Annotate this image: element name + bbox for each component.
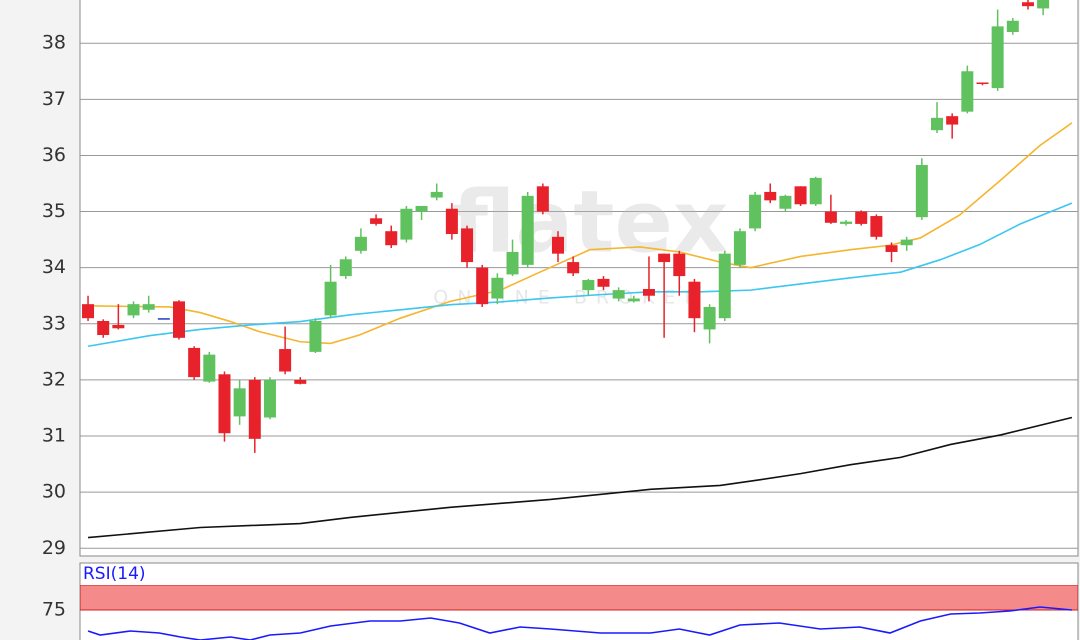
y-tick-label: 36 (42, 144, 66, 166)
candle-body (445, 208, 458, 235)
candle-body (900, 239, 913, 246)
overbought-band (80, 585, 1078, 611)
candle-body (703, 306, 716, 330)
candle-body (779, 195, 792, 209)
candle-body (688, 281, 701, 319)
main-plot: flatex ONLINE BROKER (80, 0, 1078, 549)
candle-body (885, 245, 898, 252)
y-tick-label: 34 (42, 256, 66, 278)
candle-body (339, 259, 352, 277)
watermark-subtitle: ONLINE BROKER (433, 287, 706, 309)
candle-body (764, 191, 777, 201)
candle-body (718, 253, 731, 319)
candle-body (627, 298, 640, 302)
candle-body (536, 186, 549, 212)
candle-body (82, 304, 95, 319)
candle-body (1006, 20, 1019, 32)
y-tick-label: 32 (42, 368, 66, 390)
labels: 29 30 31 32 33 34 35 36 37 38 75 RSI(14) (42, 32, 146, 621)
candle-body (567, 262, 580, 274)
candle-body (582, 280, 595, 291)
candle-body (476, 267, 489, 305)
candle-body (961, 71, 974, 112)
candle-body (612, 290, 625, 299)
main-panel (79, 0, 1079, 557)
candle-body (142, 304, 155, 310)
candle-body (324, 281, 337, 316)
candle-body (673, 253, 686, 277)
candle-body (794, 186, 807, 205)
candle-body (430, 191, 443, 198)
line (87, 606, 1073, 640)
candle-body (218, 374, 231, 434)
candle-body (309, 320, 322, 352)
y-tick-label: 75 (42, 599, 66, 621)
candle-body (279, 349, 292, 372)
candle-body (385, 231, 398, 246)
candle-body (1037, 0, 1050, 9)
candle-body (354, 236, 367, 251)
rsi-plot (80, 585, 1078, 640)
candle-body (233, 388, 246, 417)
candle-body (461, 228, 474, 263)
candle-body (855, 211, 868, 224)
candle-body (97, 320, 110, 336)
candle-body (733, 231, 746, 265)
candle-body (263, 379, 276, 418)
candle-body (157, 318, 170, 320)
y-tick-label: 33 (42, 312, 66, 334)
y-tick-label: 30 (42, 481, 66, 503)
candle-body (203, 354, 216, 382)
panel-title: RSI(14) (83, 564, 146, 584)
line (87, 202, 1073, 348)
candle-body (824, 211, 837, 223)
candle-body (248, 379, 261, 439)
candle-body (991, 26, 1004, 89)
candle-body (370, 218, 383, 224)
candle-body (294, 379, 307, 384)
candle-body (749, 194, 762, 229)
y-tick-label: 38 (42, 32, 66, 54)
y-tick-label: 31 (42, 425, 66, 447)
y-tick-label: 37 (42, 88, 66, 110)
candle-body (809, 177, 822, 205)
candle-body (521, 195, 534, 265)
candle-body (658, 253, 671, 263)
candle-body (188, 347, 201, 378)
y-tick-label: 29 (42, 537, 66, 559)
candle-body (976, 82, 989, 84)
candle-body (400, 208, 413, 240)
line (88, 122, 1073, 345)
candle-body (597, 278, 610, 287)
candle-body (415, 205, 428, 212)
candle-body (552, 236, 565, 254)
candle-body (870, 216, 883, 237)
candle-body (642, 289, 655, 296)
candle-body (127, 304, 140, 316)
candle-body (506, 251, 519, 275)
y-tick-label: 35 (42, 200, 66, 222)
candle-body (931, 117, 944, 131)
candle-body (491, 277, 504, 299)
watermark-title: flatex (452, 172, 729, 272)
candle-body (840, 221, 853, 224)
candle-body (112, 324, 125, 329)
candle-body (1021, 2, 1034, 7)
candle-body (915, 164, 928, 218)
candle-body (172, 301, 185, 338)
candle-body (946, 116, 959, 125)
line (87, 416, 1073, 539)
